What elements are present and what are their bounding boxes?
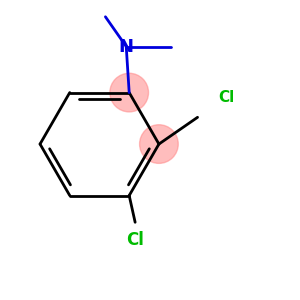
Circle shape xyxy=(110,73,148,112)
Text: N: N xyxy=(119,38,134,56)
Text: Cl: Cl xyxy=(126,231,144,249)
Circle shape xyxy=(140,125,178,164)
Text: Cl: Cl xyxy=(218,91,235,106)
